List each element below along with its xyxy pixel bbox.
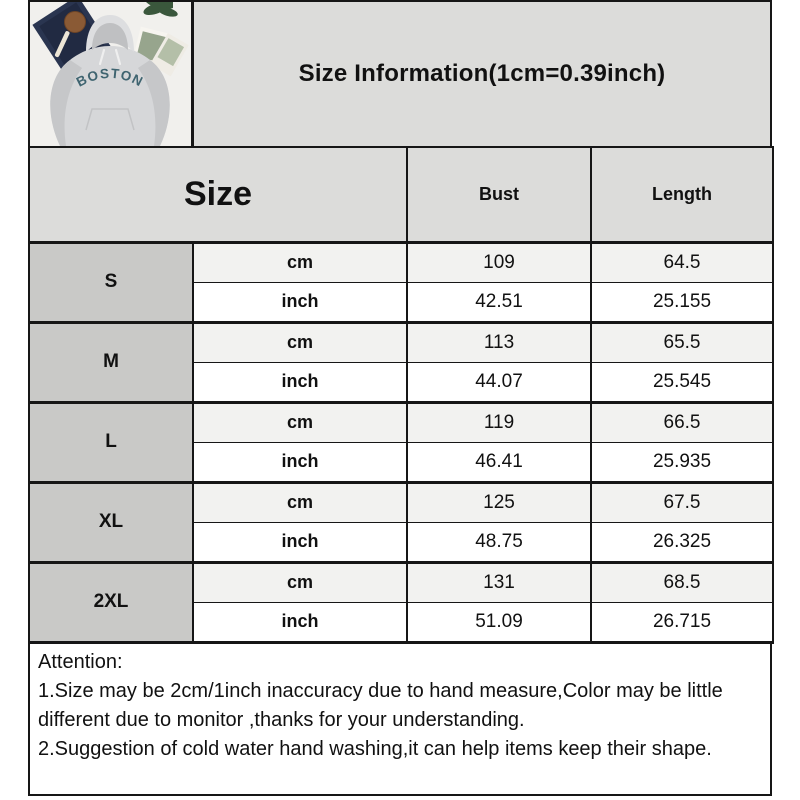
product-photo-cell: BOSTON: [30, 2, 194, 146]
attention-heading: Attention:: [38, 650, 123, 673]
table-row-2xl-inch: inch 51.09 26.715: [29, 601, 775, 644]
size-label-2xl: 2XL: [28, 561, 194, 644]
unit-cell: inch: [191, 361, 409, 404]
bust-value: 42.51: [406, 281, 593, 324]
size-table: Size Bust Length S cm 109 64.5 inch 42.5…: [27, 146, 775, 644]
size-label-s: S: [28, 241, 194, 324]
size-label-l: L: [28, 401, 194, 484]
length-value: 25.935: [590, 441, 775, 484]
attention-section: Attention: 1.Size may be 2cm/1inch inacc…: [28, 641, 772, 796]
length-value: 67.5: [590, 481, 775, 523]
unit-cell: inch: [191, 281, 409, 324]
bust-value: 46.41: [406, 441, 593, 484]
bust-value: 51.09: [406, 601, 593, 644]
unit-cell: cm: [191, 321, 409, 363]
product-photo: BOSTON: [30, 2, 191, 146]
table-row-m-inch: inch 44.07 25.545: [29, 361, 775, 404]
lollipop-prop: [64, 11, 86, 33]
size-label-m: M: [28, 321, 194, 404]
title-cell: Size Information(1cm=0.39inch): [194, 2, 770, 146]
table-row-s-inch: inch 42.51 25.155: [29, 281, 775, 324]
page-title: Size Information(1cm=0.39inch): [298, 60, 666, 87]
length-value: 66.5: [590, 401, 775, 443]
unit-cell: inch: [191, 441, 409, 484]
column-header-bust: Bust: [406, 146, 593, 244]
column-header-size: Size: [27, 146, 409, 244]
bust-value: 48.75: [406, 521, 593, 564]
table-row-m-cm: M cm 113 65.5: [28, 321, 775, 404]
bust-value: 119: [406, 401, 593, 443]
size-label-xl: XL: [28, 481, 194, 564]
bust-value: 125: [406, 481, 593, 523]
table-row-2xl-cm: 2XL cm 131 68.5: [28, 561, 775, 644]
top-row: BOSTON Size Information(1cm=0.39inch): [28, 0, 772, 148]
unit-cell: cm: [191, 241, 409, 283]
length-value: 64.5: [590, 241, 775, 283]
bust-value: 44.07: [406, 361, 593, 404]
hoodie-illustration: [50, 15, 170, 146]
table-header-row: Size Bust Length: [27, 146, 775, 244]
unit-cell: cm: [191, 561, 409, 603]
length-value: 26.715: [590, 601, 775, 644]
unit-cell: inch: [191, 521, 409, 564]
table-row-xl-cm: XL cm 125 67.5: [28, 481, 775, 564]
bust-value: 113: [406, 321, 593, 363]
length-value: 65.5: [590, 321, 775, 363]
length-value: 25.155: [590, 281, 775, 324]
column-header-length: Length: [590, 146, 775, 244]
size-chart-sheet: BOSTON Size Information(1cm=0.39inch) Si…: [27, 0, 775, 796]
unit-cell: inch: [191, 601, 409, 644]
plant-prop: [143, 2, 178, 17]
length-value: 25.545: [590, 361, 775, 404]
table-row-s-cm: S cm 109 64.5: [28, 241, 775, 324]
attention-note-2: 2.Suggestion of cold water hand washing,…: [38, 737, 712, 760]
table-row-l-inch: inch 46.41 25.935: [29, 441, 775, 484]
table-row-xl-inch: inch 48.75 26.325: [29, 521, 775, 564]
bust-value: 109: [406, 241, 593, 283]
length-value: 68.5: [590, 561, 775, 603]
attention-note-1: 1.Size may be 2cm/1inch inaccuracy due t…: [38, 679, 723, 731]
stick-prop: [54, 31, 70, 58]
length-value: 26.325: [590, 521, 775, 564]
table-row-l-cm: L cm 119 66.5: [28, 401, 775, 484]
boston-print-text: BOSTON: [74, 66, 146, 90]
unit-cell: cm: [191, 481, 409, 523]
unit-cell: cm: [191, 401, 409, 443]
bust-value: 131: [406, 561, 593, 603]
